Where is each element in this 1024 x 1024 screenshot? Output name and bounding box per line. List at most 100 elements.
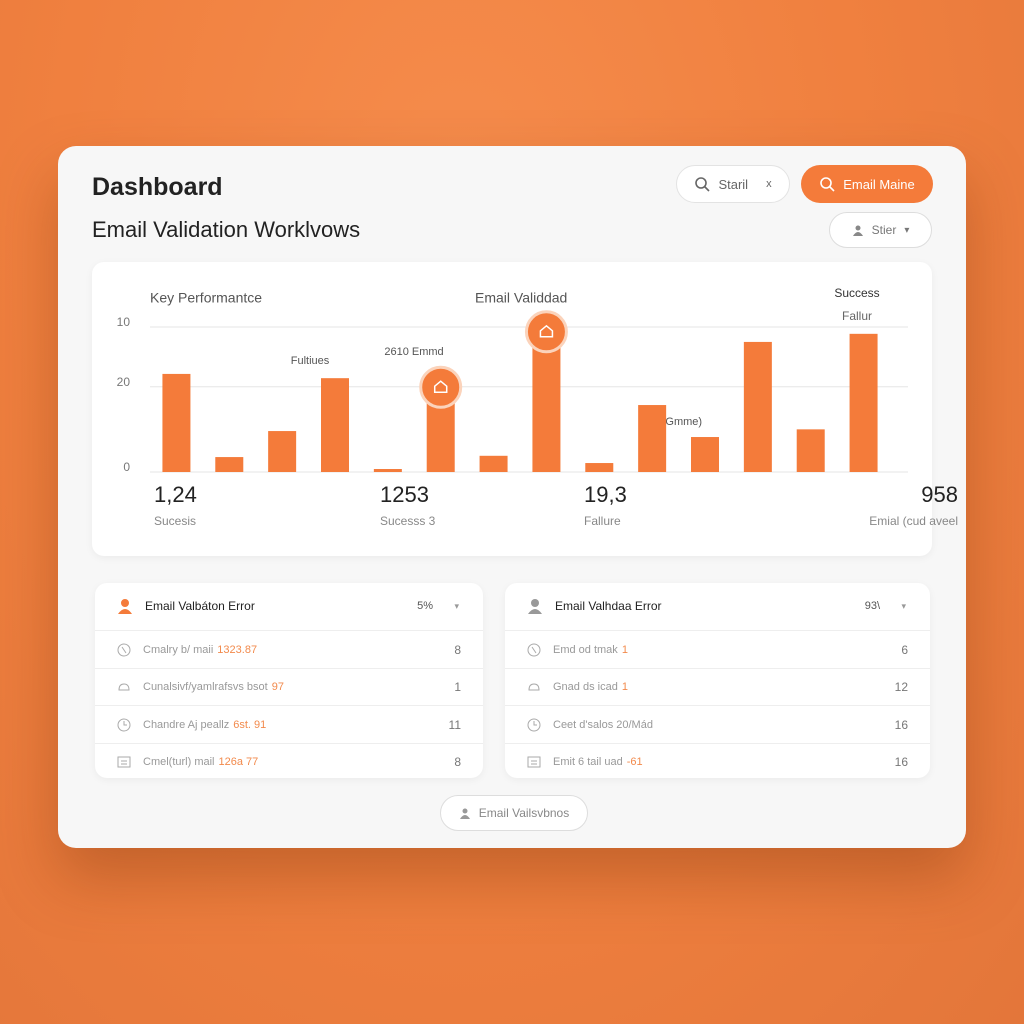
search-clear[interactable]: x [766, 178, 772, 190]
footer-button-text: Email Vailsvbnos [478, 806, 570, 820]
panel-caret: ▾ [454, 600, 459, 611]
y-tick-label: 20 [117, 375, 131, 389]
bar [796, 429, 825, 472]
search-icon [820, 177, 835, 192]
panel-icon [528, 599, 542, 614]
bar [162, 373, 191, 472]
panel-row: Gnad ds icad 1 12 [505, 667, 930, 706]
primary-button[interactable]: Email Maine [801, 165, 933, 203]
panel-row: Emd od tmak 1 6 [505, 630, 930, 668]
panel-row: Chandre Aj peallz 6st. 91 11 [95, 705, 483, 743]
row-value: 16 [894, 755, 908, 769]
row-icon [527, 718, 541, 731]
search-text: Staril [718, 176, 749, 192]
panel-row: Cmalry b/ maii 1323.87 8 [95, 630, 483, 668]
panel-header: Email Valhdaa Error 93\ ▾ [505, 583, 930, 629]
panel-caret: ▾ [901, 600, 906, 611]
stat-label: Sucesis [154, 514, 197, 528]
y-tick-label: 0 [123, 460, 130, 474]
search-box[interactable]: Staril x [676, 165, 790, 203]
row-accent: 6st. 91 [233, 718, 267, 731]
row-icon [117, 718, 131, 731]
stat-label: Fallure [584, 514, 621, 528]
row-value: 8 [454, 755, 461, 769]
chart-title: Key Performantce [150, 290, 262, 306]
stat: 19,3 Fallure [584, 482, 664, 528]
bar [638, 405, 667, 472]
filter-text: Stier [871, 223, 897, 237]
bar [373, 469, 402, 472]
row-value: 11 [448, 717, 461, 732]
bar [585, 463, 614, 472]
bar [215, 457, 244, 472]
row-accent: 1 [621, 681, 628, 693]
panel-header: Email Valbáton Error 5% ▾ [95, 583, 483, 629]
panel-title: Email Valhdaa Error [555, 599, 662, 613]
marker-icon [433, 380, 448, 393]
row-value: 12 [894, 680, 908, 694]
dashboard-card: Dashboard Email Validation Worklvows Sta… [58, 146, 966, 848]
row-value: 16 [894, 717, 908, 732]
row-icon [117, 756, 131, 768]
y-tick-label: 10 [117, 315, 131, 329]
row-text: Cmalry b/ maii [143, 643, 214, 656]
row-icon [528, 683, 540, 691]
search-icon [695, 177, 711, 192]
page-title: Dashboard [92, 173, 223, 201]
stat-value: 19,3 [584, 482, 627, 507]
bar [532, 339, 561, 472]
stat: 958 Emial (cud aveel [838, 482, 958, 528]
bar [321, 378, 349, 472]
row-text: Emit 6 tail uad [553, 756, 623, 768]
stat-value: 1,24 [154, 482, 197, 507]
bar [268, 431, 297, 472]
row-icon [118, 683, 130, 691]
legend-label: Fallur [842, 309, 872, 323]
filter-caret: ▾ [904, 224, 910, 236]
row-accent: -61 [626, 756, 643, 768]
stat: 1253 Sucesss 3 [380, 482, 480, 528]
bar [743, 341, 772, 472]
stat: 1,24 Sucesis [154, 482, 244, 528]
stat-label: Sucesss 3 [380, 514, 436, 528]
filter-dropdown[interactable]: Stier ▾ [829, 212, 932, 248]
marker-icon [539, 324, 554, 338]
page-subtitle: Email Validation Worklvows [92, 217, 361, 242]
panel-title: Email Valbáton Error [145, 599, 255, 613]
stat-value: 958 [921, 482, 958, 507]
row-accent: 126a 77 [218, 756, 259, 768]
panel-row: Emit 6 tail uad -61 16 [505, 742, 930, 781]
panel-badge: 5% [417, 600, 433, 612]
row-text: Cunalsivf/yamlrafsvs bsot [143, 681, 268, 693]
chart-panel: Key Performantce Email Validdad 0 20 10 Suc… [92, 262, 958, 556]
row-value: 6 [901, 642, 908, 657]
error-panel: Email Valhdaa Error 93\ ▾ Emd od tmak 1 6 Gnad… [505, 583, 930, 778]
row-icon [527, 756, 541, 768]
chart-subtitle: Email Validdad [475, 290, 567, 306]
row-accent: 97 [271, 681, 284, 693]
stat-label: Emial (cud aveel [869, 514, 958, 528]
stat-value: 1253 [380, 482, 429, 507]
row-text: Chandre Aj peallz [143, 718, 230, 731]
bar [479, 455, 508, 472]
marker [524, 310, 568, 354]
row-text: Gnad ds icad [553, 681, 618, 693]
row-icon [527, 643, 541, 656]
marker [419, 365, 463, 409]
row-value: 1 [454, 680, 461, 694]
user-icon [459, 808, 470, 819]
footer-button[interactable]: Email Vailsvbnos [440, 795, 588, 831]
panel-row: Cunalsivf/yamlrafsvs bsot 97 1 [95, 667, 483, 706]
row-text: Ceet d'salos 20/Mád [553, 718, 653, 731]
panel-row: Ceet d'salos 20/Mád 16 [505, 705, 930, 743]
error-panel: Email Valbáton Error 5% ▾ Cmalry b/ maii 132… [95, 583, 483, 778]
row-accent: 1 [621, 643, 628, 656]
row-icon [117, 643, 131, 656]
row-accent: 1323.87 [217, 643, 258, 656]
panel-badge: 93\ [864, 600, 880, 612]
panel-row: Cmel(turl) mail 126a 77 8 [95, 742, 483, 781]
user-icon [852, 225, 863, 236]
bar [849, 333, 878, 472]
row-text: Cmel(turl) mail [143, 756, 215, 768]
